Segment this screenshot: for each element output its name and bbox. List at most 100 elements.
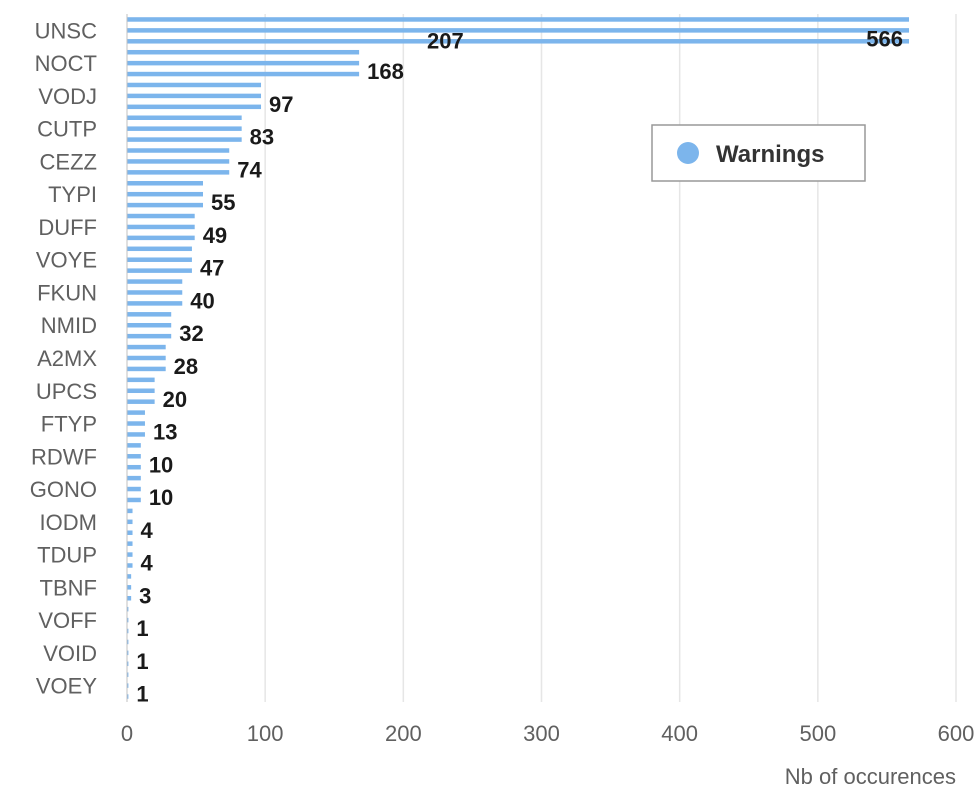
bar-void-stripe[interactable] [127,661,129,667]
bar-a2mx-stripe[interactable] [127,366,166,372]
bar-iodm[interactable] [127,519,133,525]
bar-fkun[interactable] [127,290,183,295]
category-label: VOEY [36,674,97,699]
bar-ftyp[interactable] [127,421,145,426]
bar-voye-stripe[interactable] [127,246,192,252]
bar-tdup-stripe[interactable] [127,541,133,546]
bar-upcs[interactable] [127,388,155,394]
bar-gono-stripe[interactable] [127,497,141,503]
bars [127,17,910,699]
category-label: DUFF [38,215,97,240]
bar-voye-stripe[interactable] [127,268,192,273]
bar-duff-stripe[interactable] [127,235,195,241]
bar-voey[interactable] [127,683,129,688]
bar-a2mx-stripe[interactable] [127,344,166,350]
x-tick-label: 600 [938,721,975,746]
bar-voye[interactable] [127,257,192,262]
bar-nmid[interactable] [127,322,172,328]
bar-void-stripe[interactable] [127,639,129,645]
bar-cezz-stripe[interactable] [127,170,230,175]
bar-rdwf-stripe[interactable] [127,464,141,470]
category-label: VOFF [38,608,97,633]
x-tick-labels: 0 100 200 300 400 500 600 [121,721,974,746]
bar-upcs-stripe[interactable] [127,377,155,383]
bar-unsc-stripe[interactable] [127,39,910,44]
x-axis-title: Nb of occurences [785,764,956,789]
bar-tdup-stripe[interactable] [127,563,133,568]
x-tick-label: 400 [661,721,698,746]
category-label: TYPI [48,182,97,207]
data-label: 1 [136,649,148,674]
bar-iodm-stripe[interactable] [127,508,133,514]
category-label: RDWF [31,444,97,469]
data-label: 566 [866,26,903,51]
data-label: 55 [211,190,235,215]
bar-duff-stripe[interactable] [127,213,195,219]
bar-tbnf-stripe[interactable] [127,574,132,579]
data-label: 10 [149,485,173,510]
bar-void[interactable] [127,650,129,656]
bar-voey-stripe[interactable] [127,694,129,699]
category-label: VOYE [36,248,97,273]
bar-ftyp-stripe[interactable] [127,432,145,437]
bar-tbnf-stripe[interactable] [127,596,132,601]
bar-tdup[interactable] [127,552,133,557]
data-label: 1 [136,616,148,641]
bar-unsc[interactable] [127,28,910,33]
bar-duff[interactable] [127,224,195,230]
bar-nmid-stripe[interactable] [127,333,172,339]
bar-rdwf-stripe[interactable] [127,443,141,448]
bar-fkun-stripe[interactable] [127,301,183,306]
data-label: 1 [136,682,148,707]
data-label: 10 [149,452,173,477]
bar-vodj-stripe[interactable] [127,104,262,110]
bar-ftyp-stripe[interactable] [127,410,145,415]
bar-noct-stripe[interactable] [127,49,360,55]
bar-gono[interactable] [127,486,141,492]
category-label: CUTP [37,117,97,142]
bar-typi[interactable] [127,191,203,197]
bar-a2mx[interactable] [127,355,166,361]
bar-noct-stripe[interactable] [127,71,360,77]
bar-typi-stripe[interactable] [127,202,203,208]
bar-noct[interactable] [127,60,360,66]
x-tick-label: 500 [799,721,836,746]
bar-cezz[interactable] [127,159,230,164]
bar-typi-stripe[interactable] [127,181,203,186]
category-label: TBNF [40,575,97,600]
data-label: 74 [237,157,262,182]
data-label: 207 [427,28,464,53]
bar-cutp-stripe[interactable] [127,137,242,142]
category-label: VOID [43,641,97,666]
bar-unsc-stripe[interactable] [127,17,910,22]
bar-voff[interactable] [127,617,129,623]
bar-nmid-stripe[interactable] [127,312,172,317]
bar-iodm-stripe[interactable] [127,530,133,535]
gridlines [264,14,957,702]
bar-fkun-stripe[interactable] [127,279,183,284]
bar-cezz-stripe[interactable] [127,148,230,153]
legend[interactable]: Warnings [651,124,866,182]
x-tick-label: 200 [385,721,422,746]
category-label: CEZZ [40,149,97,174]
data-label: 83 [250,125,274,150]
data-label: 97 [269,92,293,117]
bar-rdwf[interactable] [127,454,141,459]
bar-tbnf[interactable] [127,585,132,590]
bar-upcs-stripe[interactable] [127,399,155,404]
bar-voff-stripe[interactable] [127,628,129,634]
category-label: FTYP [41,412,97,437]
data-label: 20 [163,387,187,412]
data-label: 28 [174,354,198,379]
data-label: 32 [179,321,203,346]
category-label: TDUP [37,543,97,568]
bar-cutp-stripe[interactable] [127,115,242,120]
x-tick-label: 300 [523,721,560,746]
bar-cutp[interactable] [127,126,242,131]
bar-vodj-stripe[interactable] [127,82,262,88]
bar-voff-stripe[interactable] [127,606,129,612]
bar-voey-stripe[interactable] [127,672,129,677]
data-label: 47 [200,256,224,281]
bar-gono-stripe[interactable] [127,475,141,481]
bar-vodj[interactable] [127,93,262,99]
